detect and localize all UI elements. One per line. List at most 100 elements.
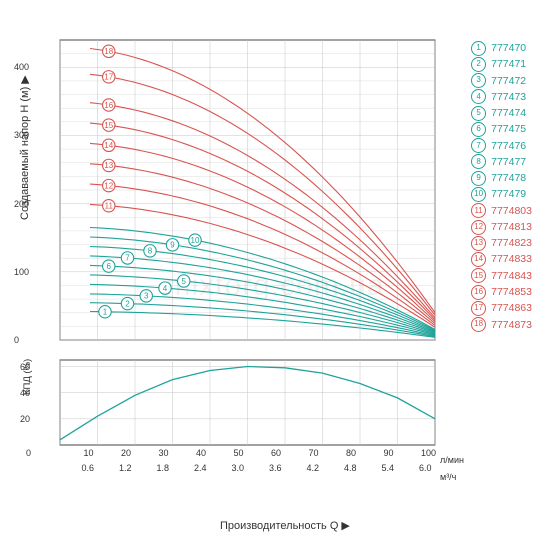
legend-marker-icon: 3 — [471, 73, 486, 88]
legend-item: 4 777473 — [471, 89, 532, 105]
tick-label: 10 — [84, 448, 94, 458]
tick-label: 3.6 — [269, 463, 282, 473]
tick-label: 3.0 — [232, 463, 245, 473]
legend-marker-icon: 18 — [471, 317, 486, 332]
tick-label: 90 — [384, 448, 394, 458]
legend-marker-icon: 15 — [471, 268, 486, 283]
legend-code: 7774843 — [491, 268, 532, 284]
svg-text:14: 14 — [104, 141, 113, 150]
tick-label: 4.2 — [307, 463, 320, 473]
unit-lmin: л/мин — [440, 455, 464, 465]
svg-text:2: 2 — [125, 299, 130, 308]
x-axis-label: Производительность Q ▶ — [220, 519, 350, 532]
legend-code: 777479 — [491, 186, 526, 202]
legend-marker-icon: 4 — [471, 89, 486, 104]
legend-code: 7774823 — [491, 235, 532, 251]
svg-text:1: 1 — [103, 308, 108, 317]
legend-code: 7774863 — [491, 300, 532, 316]
svg-text:16: 16 — [104, 101, 113, 110]
legend-code: 777478 — [491, 170, 526, 186]
tick-label: 200 — [14, 199, 29, 209]
tick-label: 0 — [14, 335, 19, 345]
legend-item: 117774803 — [471, 203, 532, 219]
svg-text:8: 8 — [148, 247, 153, 256]
tick-label: 100 — [421, 448, 436, 458]
legend-item: 15 7774843 — [471, 268, 532, 284]
legend-item: 7 777476 — [471, 138, 532, 154]
tick-label: 1.2 — [119, 463, 132, 473]
legend-marker-icon: 13 — [471, 236, 486, 251]
legend-item: 3 777472 — [471, 73, 532, 89]
legend-code: 777477 — [491, 154, 526, 170]
legend-marker-icon: 11 — [471, 203, 486, 218]
legend: 1 777470 2 777471 3 777472 4 777473 5 777474 6 7774… — [471, 40, 532, 333]
legend-marker-icon: 7 — [471, 138, 486, 153]
legend-marker-icon: 8 — [471, 154, 486, 169]
tick-label: 40 — [196, 448, 206, 458]
legend-item: 9 777478 — [471, 170, 532, 186]
legend-marker-icon: 16 — [471, 285, 486, 300]
legend-code: 777470 — [491, 40, 526, 56]
tick-label: 2.4 — [194, 463, 207, 473]
tick-label: 6.0 — [419, 463, 432, 473]
legend-code: 777473 — [491, 89, 526, 105]
legend-marker-icon: 9 — [471, 171, 486, 186]
svg-text:5: 5 — [182, 277, 187, 286]
legend-marker-icon: 10 — [471, 187, 486, 202]
tick-label: 400 — [14, 62, 29, 72]
legend-marker-icon: 5 — [471, 106, 486, 121]
tick-label: 80 — [346, 448, 356, 458]
legend-code: 7774873 — [491, 317, 532, 333]
legend-code: 7774853 — [491, 284, 532, 300]
legend-code: 777474 — [491, 105, 526, 121]
legend-code: 7774833 — [491, 251, 532, 267]
tick-label: 60 — [271, 448, 281, 458]
legend-code: 777475 — [491, 121, 526, 137]
legend-marker-icon: 1 — [471, 41, 486, 56]
svg-text:10: 10 — [191, 236, 200, 245]
svg-text:11: 11 — [105, 202, 114, 211]
tick-label: 40 — [20, 388, 30, 398]
svg-text:9: 9 — [170, 241, 175, 250]
tick-label: 100 — [14, 267, 29, 277]
tick-label: 50 — [234, 448, 244, 458]
svg-text:17: 17 — [104, 73, 113, 82]
legend-item: 13 7774823 — [471, 235, 532, 251]
tick-label: 20 — [20, 414, 30, 424]
legend-item: 16 7774853 — [471, 284, 532, 300]
svg-text:12: 12 — [104, 181, 113, 190]
svg-text:6: 6 — [107, 262, 112, 271]
svg-text:13: 13 — [104, 161, 113, 170]
tick-label: 300 — [14, 130, 29, 140]
legend-item: 8 777477 — [471, 154, 532, 170]
tick-label: 5.4 — [382, 463, 395, 473]
legend-code: 7774813 — [491, 219, 532, 235]
legend-code: 777476 — [491, 138, 526, 154]
tick-label: 1.8 — [157, 463, 170, 473]
legend-item: 17 7774863 — [471, 300, 532, 316]
legend-marker-icon: 2 — [471, 57, 486, 72]
svg-text:3: 3 — [144, 292, 149, 301]
legend-marker-icon: 6 — [471, 122, 486, 137]
tick-label: 0 — [26, 448, 31, 458]
legend-item: 6 777475 — [471, 121, 532, 137]
tick-label: 60 — [20, 362, 30, 372]
legend-marker-icon: 12 — [471, 220, 486, 235]
legend-item: 1 777470 — [471, 40, 532, 56]
legend-marker-icon: 17 — [471, 301, 486, 316]
svg-text:18: 18 — [104, 47, 113, 56]
legend-code: 777471 — [491, 56, 526, 72]
legend-item: 2 777471 — [471, 56, 532, 72]
legend-code: 777472 — [491, 73, 526, 89]
legend-item: 5 777474 — [471, 105, 532, 121]
chart-container: mixtorg.com.ua 1234567891011121314151617… — [0, 0, 550, 550]
svg-text:15: 15 — [104, 121, 113, 130]
legend-item: 12 7774813 — [471, 219, 532, 235]
legend-marker-icon: 14 — [471, 252, 486, 267]
legend-item: 14 7774833 — [471, 251, 532, 267]
tick-label: 20 — [121, 448, 131, 458]
tick-label: 30 — [159, 448, 169, 458]
unit-m3h: м³/ч — [440, 472, 456, 482]
svg-text:7: 7 — [125, 254, 130, 263]
legend-item: 10 777479 — [471, 186, 532, 202]
